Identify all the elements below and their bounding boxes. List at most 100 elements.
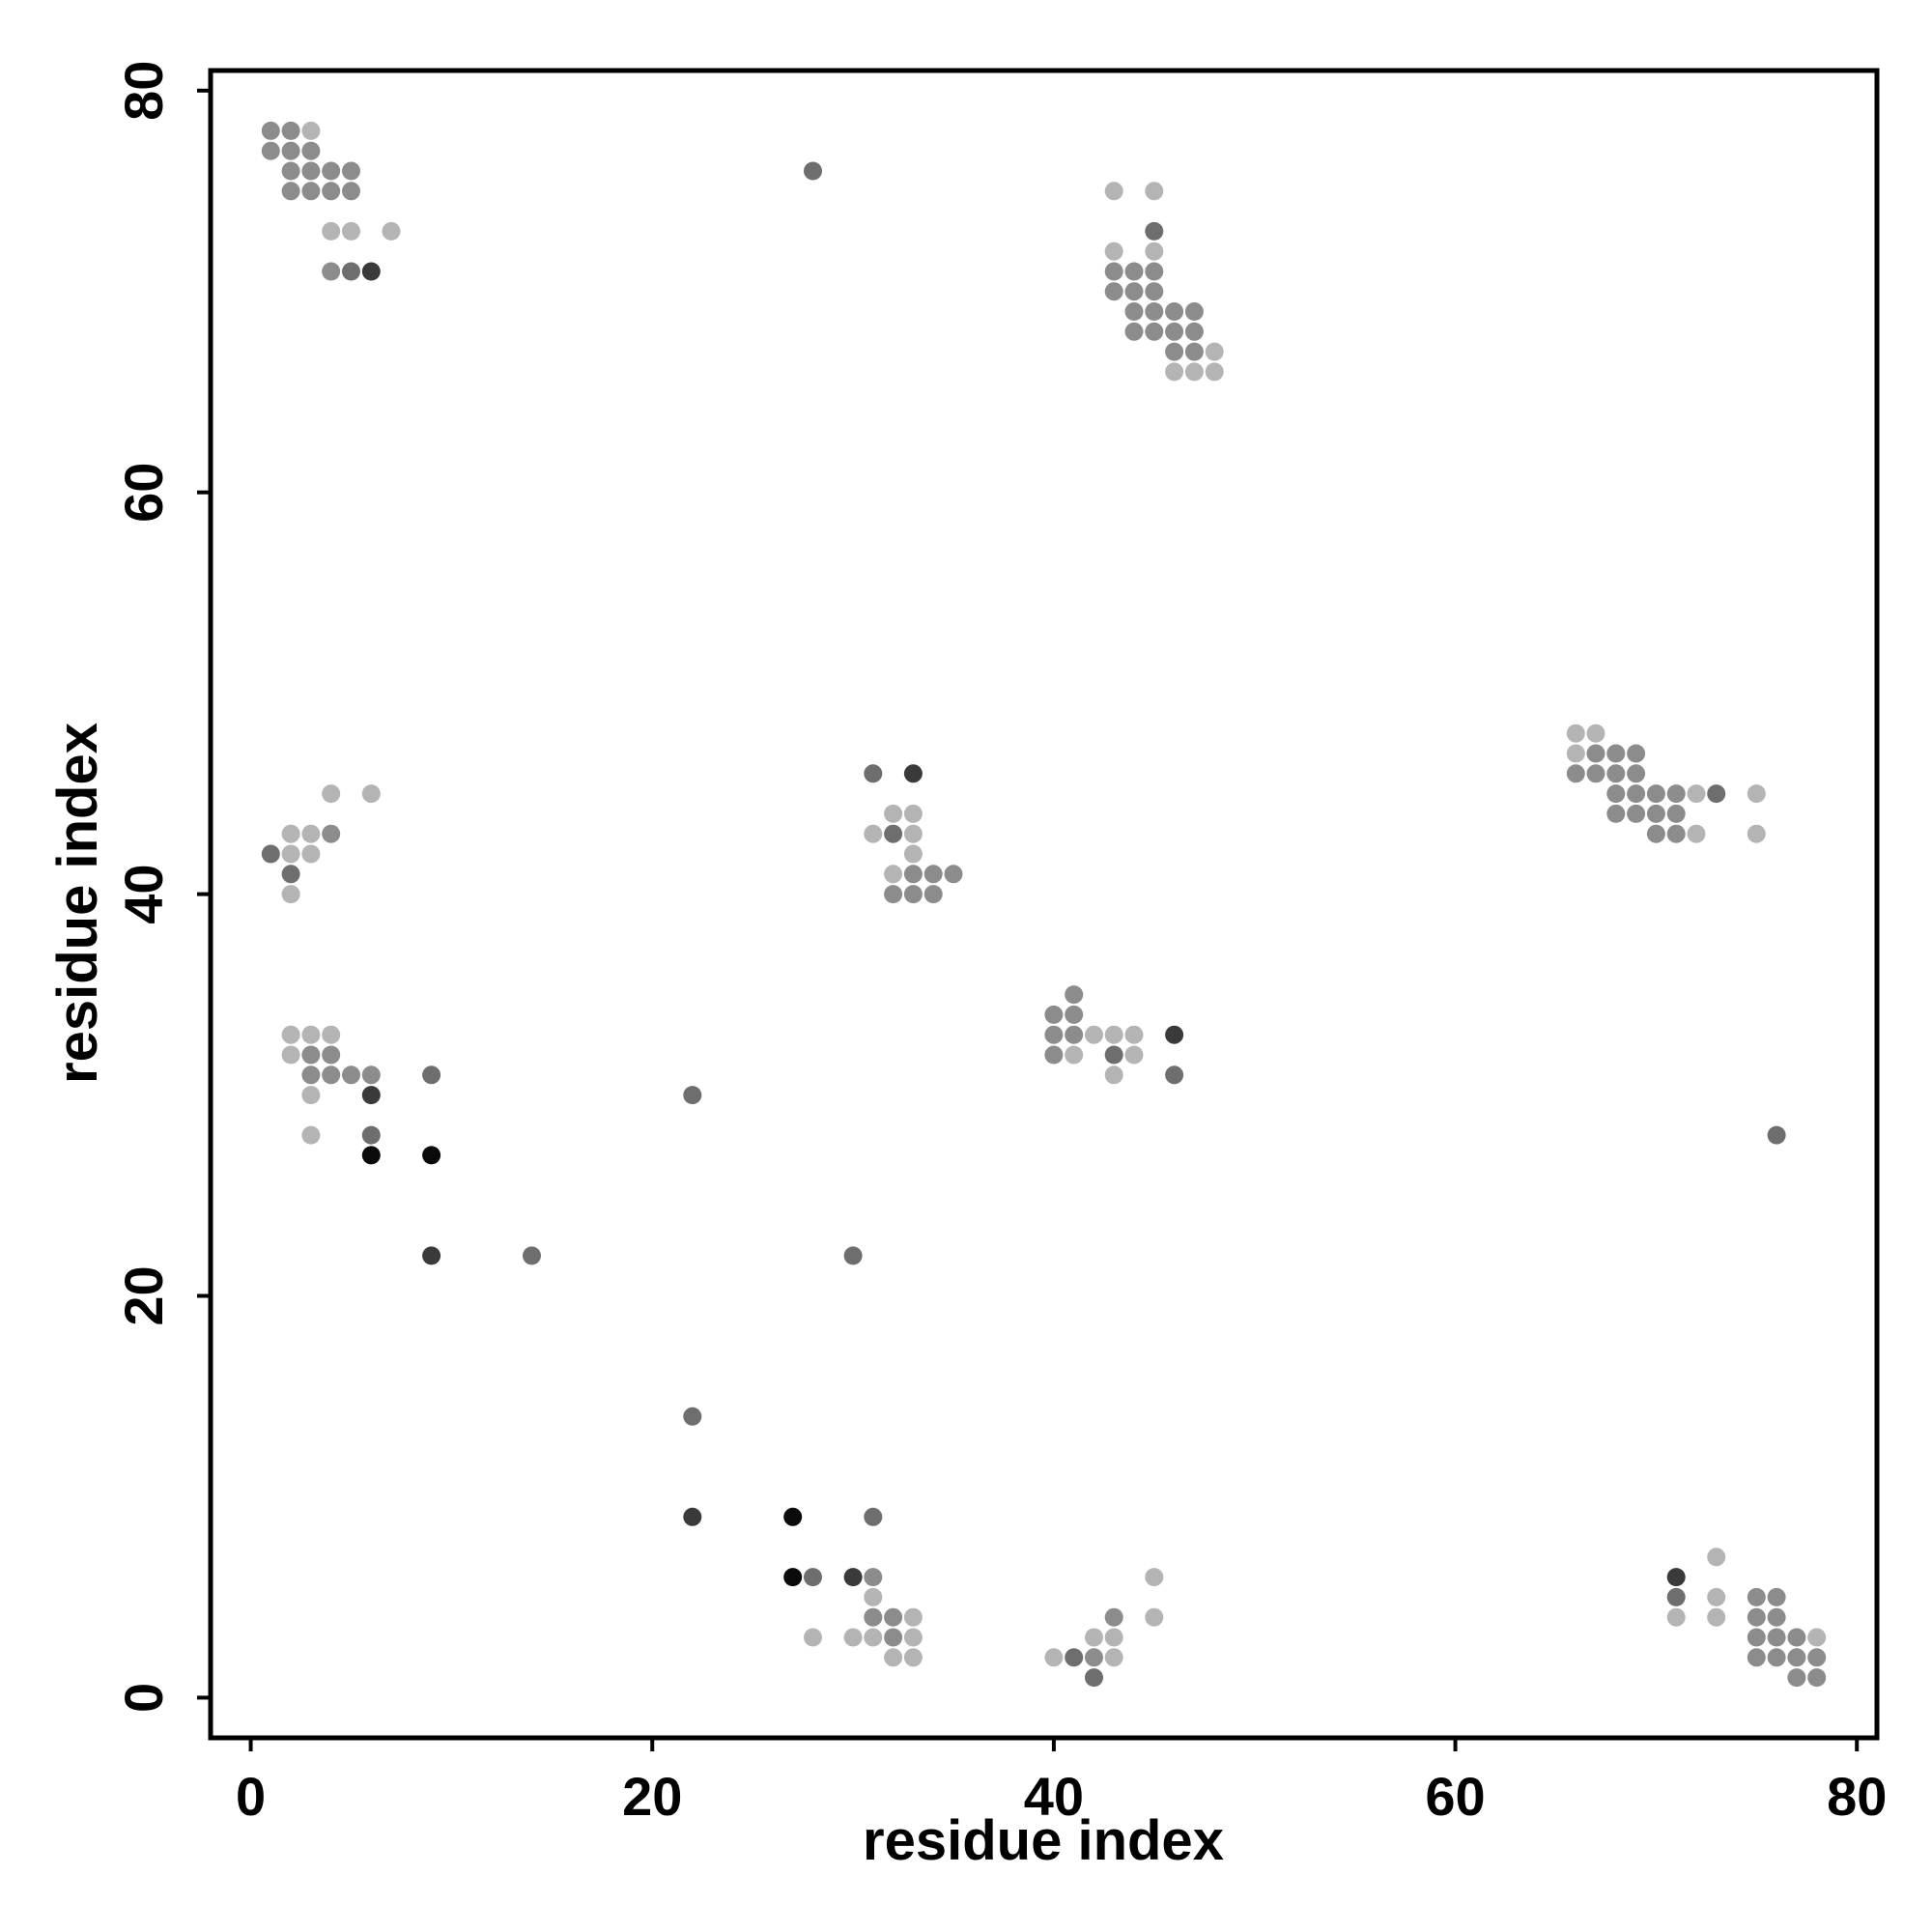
contact-point: [903, 804, 923, 823]
contact-point: [342, 262, 360, 281]
contact-point: [322, 824, 341, 843]
contact-point: [1065, 1648, 1084, 1667]
contact-point: [843, 1568, 863, 1587]
x-tick-label: 40: [1024, 1766, 1084, 1827]
contact-point: [1787, 1668, 1806, 1688]
contact-point: [301, 1125, 321, 1145]
contact-point: [422, 1146, 441, 1165]
contact-point: [1807, 1668, 1827, 1688]
contact-point: [1165, 342, 1184, 361]
contact-point: [1044, 1045, 1064, 1065]
contact-point: [301, 1025, 321, 1044]
contact-point: [1646, 784, 1665, 804]
contact-point: [1807, 1648, 1827, 1667]
contact-point: [1104, 1628, 1123, 1647]
contact-point: [683, 1406, 702, 1426]
contact-point: [261, 844, 280, 864]
contact-point: [342, 221, 360, 241]
contact-point: [1085, 1668, 1103, 1688]
contact-point: [1205, 342, 1224, 361]
contact-point: [1145, 182, 1164, 201]
contact-point: [1145, 302, 1164, 321]
contact-point: [301, 1086, 321, 1105]
contact-point: [783, 1507, 803, 1526]
contact-point: [1747, 1628, 1766, 1647]
contact-point: [1787, 1628, 1806, 1647]
contact-point: [1606, 804, 1626, 823]
y-tick-label: 80: [113, 61, 174, 121]
contact-point: [1707, 784, 1726, 804]
contact-point: [884, 824, 903, 843]
contact-point: [864, 1587, 883, 1606]
contact-point: [1747, 1607, 1766, 1627]
contact-point: [944, 865, 963, 884]
contact-point: [1767, 1607, 1786, 1627]
contact-point: [1707, 1607, 1726, 1627]
contact-point: [261, 121, 280, 140]
contact-point: [1707, 1548, 1726, 1567]
contact-point: [281, 161, 300, 181]
contact-point: [1165, 1025, 1184, 1044]
contact-point: [322, 1045, 341, 1065]
contact-point: [1566, 744, 1585, 763]
contact-point: [301, 844, 321, 864]
contact-point: [903, 844, 923, 864]
contact-point: [1165, 362, 1184, 382]
contact-point: [1566, 724, 1585, 743]
contact-point: [683, 1086, 702, 1105]
contact-point: [301, 1065, 321, 1085]
contact-point: [1104, 1648, 1123, 1667]
contact-point: [903, 865, 923, 884]
contact-point: [804, 1568, 822, 1587]
contact-point: [1145, 1568, 1164, 1587]
contact-point: [884, 1607, 903, 1627]
contact-point: [1145, 262, 1164, 281]
contact-point: [361, 262, 381, 281]
contact-point: [281, 824, 300, 843]
contact-point: [864, 824, 883, 843]
contact-point: [1687, 824, 1706, 843]
contact-point: [422, 1246, 441, 1265]
contact-point: [281, 885, 300, 904]
contact-point: [1566, 764, 1585, 783]
contact-point: [342, 161, 360, 181]
data-points: [261, 121, 1827, 1688]
y-tick-label: 0: [113, 1683, 174, 1713]
contact-point: [864, 1607, 883, 1627]
contact-point: [1104, 182, 1123, 201]
contact-point: [1666, 1568, 1686, 1587]
contact-point: [1124, 262, 1144, 281]
contact-point: [361, 784, 381, 804]
contact-point: [1044, 1025, 1064, 1044]
contact-point: [1104, 262, 1123, 281]
contact-point: [884, 865, 903, 884]
y-tick-label: 40: [113, 864, 174, 923]
contact-point: [1065, 1005, 1084, 1024]
contact-point: [1687, 784, 1706, 804]
x-axis: 0 20 40 60 80: [236, 1738, 1887, 1827]
contact-point: [1606, 784, 1626, 804]
contact-point: [1666, 824, 1686, 843]
contact-point: [1085, 1628, 1103, 1647]
contact-point: [281, 865, 300, 884]
contact-point: [1085, 1648, 1103, 1667]
contact-point: [1044, 1005, 1064, 1024]
contact-point: [1747, 784, 1766, 804]
contact-point: [281, 121, 300, 140]
contact-point: [1145, 322, 1164, 341]
contact-point: [322, 1025, 341, 1044]
contact-point: [923, 865, 943, 884]
contact-point: [301, 824, 321, 843]
contact-point: [322, 784, 341, 804]
contact-point: [1124, 322, 1144, 341]
contact-point: [281, 141, 300, 160]
contact-point: [923, 885, 943, 904]
contact-point: [342, 182, 360, 201]
contact-point: [1184, 322, 1204, 341]
contact-point: [903, 885, 923, 904]
contact-point: [1165, 322, 1184, 341]
y-axis-title: residue index: [46, 723, 109, 1084]
contact-point: [1184, 362, 1204, 382]
contact-point: [1606, 744, 1626, 763]
